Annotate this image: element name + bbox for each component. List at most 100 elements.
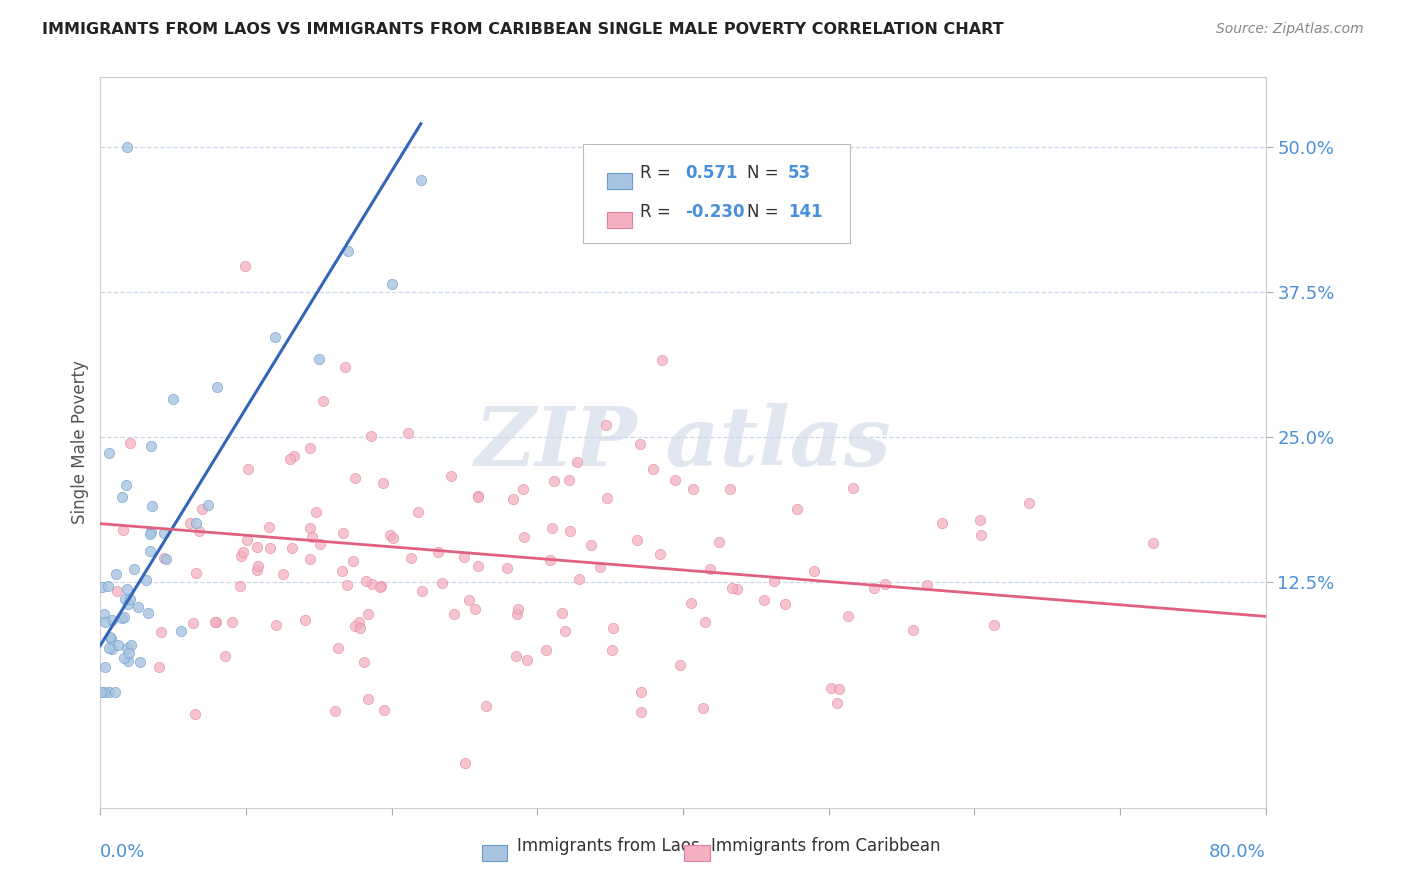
Point: [439, 468, 461, 483]
Point: [454, 756, 477, 771]
Point: [565, 455, 588, 469]
Point: [98, 630, 121, 644]
Text: 80.0%: 80.0%: [1209, 843, 1265, 862]
Point: [464, 601, 486, 615]
Point: [93, 607, 115, 622]
Point: [335, 360, 357, 375]
Point: [430, 575, 453, 590]
Text: Immigrants from Laos: Immigrants from Laos: [517, 837, 700, 855]
Point: [558, 473, 581, 487]
Point: [98, 446, 121, 460]
Point: [117, 598, 139, 612]
Point: [97, 579, 120, 593]
Point: [118, 435, 141, 450]
Point: [467, 559, 489, 574]
Point: [118, 591, 141, 606]
Point: [184, 516, 207, 530]
Point: [139, 527, 162, 541]
Point: [112, 650, 135, 665]
Point: [969, 513, 991, 527]
Point: [271, 566, 294, 581]
Point: [187, 524, 209, 539]
Point: [969, 528, 991, 542]
Point: [506, 607, 529, 621]
Point: [111, 523, 134, 537]
Point: [453, 549, 475, 564]
Point: [763, 574, 786, 589]
Point: [344, 470, 367, 484]
Point: [628, 437, 651, 451]
Point: [411, 583, 433, 598]
Point: [264, 330, 287, 344]
Point: [335, 577, 357, 591]
Point: [259, 520, 281, 534]
Point: [323, 704, 346, 718]
Point: [107, 638, 129, 652]
Point: [373, 703, 395, 717]
Point: [259, 541, 281, 556]
Point: [512, 482, 534, 496]
Point: [458, 593, 481, 607]
Point: [104, 684, 127, 698]
Point: [600, 643, 623, 657]
Point: [534, 642, 557, 657]
Point: [326, 640, 349, 655]
Text: 141: 141: [787, 203, 823, 221]
Point: [502, 491, 524, 506]
Point: [104, 567, 127, 582]
Point: [360, 429, 382, 443]
Point: [373, 475, 395, 490]
Point: [506, 602, 529, 616]
Point: [205, 380, 228, 394]
Point: [540, 553, 562, 567]
Point: [467, 489, 489, 503]
Point: [294, 613, 316, 627]
Point: [681, 596, 703, 610]
Point: [725, 582, 748, 596]
Point: [138, 544, 160, 558]
Point: [709, 535, 731, 549]
Point: [135, 574, 157, 588]
Text: Immigrants from Caribbean: Immigrants from Caribbean: [711, 837, 941, 855]
Point: [931, 516, 953, 531]
Text: 53: 53: [787, 164, 811, 182]
Point: [139, 525, 162, 540]
Point: [204, 615, 226, 629]
Point: [595, 491, 617, 505]
Point: [330, 564, 353, 578]
Point: [475, 698, 498, 713]
Point: [100, 642, 122, 657]
Point: [344, 619, 367, 633]
Point: [117, 654, 139, 668]
Point: [357, 691, 380, 706]
Point: [111, 610, 134, 624]
Point: [408, 505, 430, 519]
Point: [148, 660, 170, 674]
Point: [105, 584, 128, 599]
Point: [264, 618, 287, 632]
Point: [111, 490, 134, 504]
Point: [245, 563, 267, 577]
Point: [162, 392, 184, 406]
Point: [558, 524, 581, 539]
Point: [692, 700, 714, 714]
Point: [90, 684, 112, 698]
Point: [214, 648, 236, 663]
Point: [543, 474, 565, 488]
Point: [246, 540, 269, 554]
Point: [381, 532, 404, 546]
Point: [495, 560, 517, 574]
Point: [312, 394, 335, 409]
Point: [191, 502, 214, 516]
Point: [197, 498, 219, 512]
Point: [862, 581, 884, 595]
Point: [641, 462, 664, 476]
Point: [299, 521, 322, 535]
Point: [153, 550, 176, 565]
Point: [118, 646, 141, 660]
Point: [93, 684, 115, 698]
Point: [115, 140, 138, 154]
Y-axis label: Single Male Poverty: Single Male Poverty: [72, 360, 89, 524]
Point: [360, 577, 382, 591]
Point: [357, 607, 380, 622]
